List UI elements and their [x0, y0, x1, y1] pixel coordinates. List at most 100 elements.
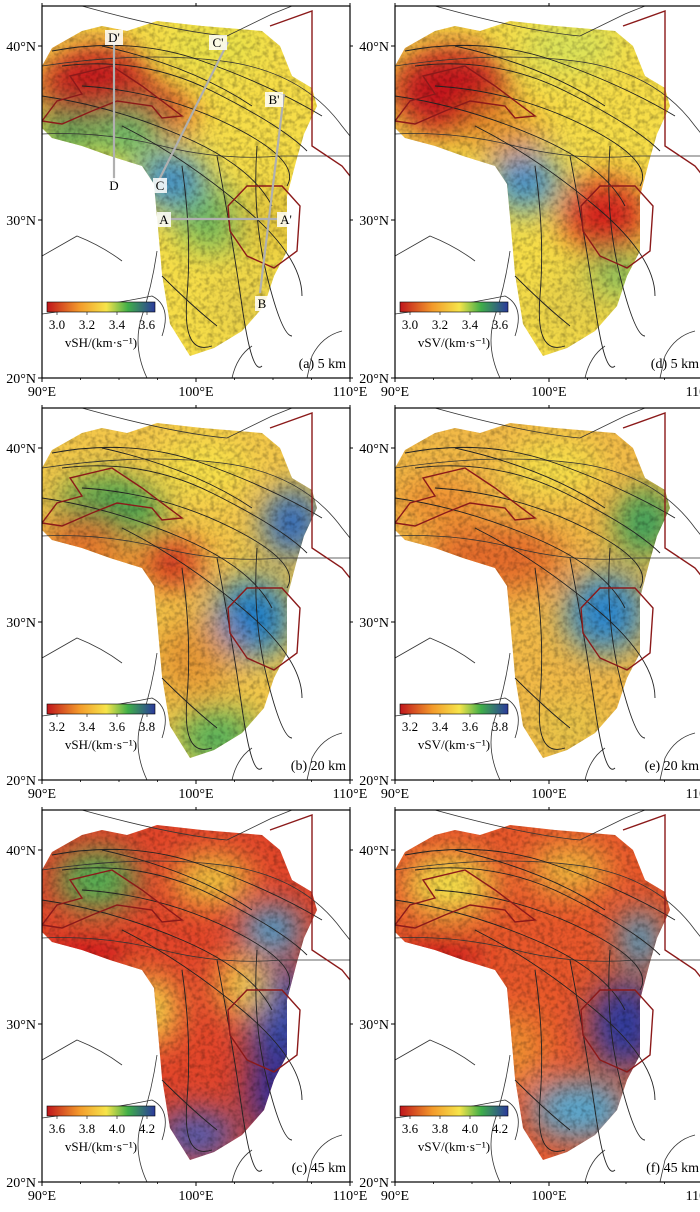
colorbar-tick: 4.2 [492, 1121, 508, 1136]
lat-tick-label: 40°N [359, 442, 389, 457]
fault-line [61, 465, 308, 554]
fault-line [434, 85, 644, 187]
border-line [395, 133, 700, 158]
panel-label: (a) 5 km [299, 357, 347, 372]
border-line [659, 1134, 696, 1182]
lat-tick-label: 20°N [6, 1176, 36, 1191]
colorbar-label: vSH/(km·s⁻¹) [65, 737, 137, 752]
fault-line [395, 899, 626, 1011]
colorbar-tick: 3.4 [462, 317, 479, 332]
profile-end-label: A' [280, 212, 292, 227]
block-boundary [395, 467, 537, 527]
fault-line [121, 527, 303, 699]
profile-end-label: D' [108, 30, 120, 45]
lat-tick-label: 40°N [6, 442, 36, 457]
border-line [490, 1054, 511, 1182]
lon-tick-label: 100°E [178, 1189, 213, 1204]
fault-line [534, 165, 566, 348]
colorbar-tick: 3.8 [492, 719, 508, 734]
fault-line [608, 145, 646, 337]
border-line [306, 732, 343, 780]
fault-line [474, 929, 656, 1101]
border-line [137, 1054, 158, 1182]
fault-line [181, 165, 213, 348]
fault-line [81, 85, 291, 187]
fault-line [514, 275, 571, 327]
colorbar-tick: 3.6 [139, 317, 156, 332]
lat-tick-label: 40°N [6, 844, 36, 859]
border-line [231, 1149, 253, 1182]
fault-line [404, 848, 676, 921]
fault-line [121, 929, 303, 1101]
colorbar-tick: 3.6 [462, 719, 479, 734]
lat-tick-label: 30°N [6, 616, 36, 631]
border-line [42, 637, 123, 664]
lon-tick-label: 110°E [686, 1189, 700, 1204]
lon-tick-label: 90°E [28, 787, 56, 802]
border-line [42, 56, 350, 137]
fault-line [161, 1079, 218, 1131]
border-line [659, 330, 696, 378]
block-boundary [622, 814, 700, 978]
fault-line [474, 125, 656, 297]
border-line [306, 1134, 343, 1182]
panel-label: (e) 20 km [645, 759, 700, 774]
colorbar-label: vSH/(km·s⁻¹) [65, 1139, 137, 1154]
border-line [584, 747, 606, 780]
lat-tick-label: 40°N [359, 40, 389, 55]
border-line [42, 860, 350, 941]
fault-line [101, 849, 253, 911]
fault-line [454, 849, 606, 911]
fault-line [514, 1079, 571, 1131]
lat-tick-label: 30°N [359, 616, 389, 631]
fault-line [414, 867, 661, 956]
border-line [584, 345, 606, 378]
fault-line [81, 487, 291, 589]
border-line [231, 747, 253, 780]
colorbar-tick: 3.2 [432, 317, 448, 332]
lon-tick-label: 110°E [333, 385, 368, 400]
border-line [490, 250, 511, 378]
border-line [42, 535, 350, 560]
block-boundary [269, 10, 350, 177]
fault-line [42, 497, 273, 609]
colorbar-label: vSV/(km·s⁻¹) [418, 1139, 490, 1154]
fault-line [51, 446, 323, 519]
colorbar-tick: 3.0 [49, 317, 65, 332]
panel-label: (c) 45 km [292, 1161, 347, 1176]
lon-tick-label: 90°E [381, 385, 409, 400]
colorbar-tick: 3.6 [109, 719, 126, 734]
fault-line [181, 969, 213, 1152]
colorbar-tick: 3.2 [49, 719, 65, 734]
colorbar-tick: 4.0 [462, 1121, 478, 1136]
fault-line [534, 969, 566, 1152]
colorbar-label: vSV/(km·s⁻¹) [418, 335, 490, 350]
fault-line [255, 949, 293, 1141]
border-line [42, 235, 123, 262]
border-line [395, 937, 700, 962]
fault-line [514, 677, 571, 729]
profile-end-label: C' [212, 35, 223, 50]
lon-tick-label: 90°E [28, 1189, 56, 1204]
block-boundary [227, 989, 301, 1073]
profile-lines: A A' B B' C C' D D' [105, 30, 295, 311]
colorbar-tick: 3.4 [79, 719, 96, 734]
profile-start-label: B [258, 296, 267, 311]
border-line [231, 345, 253, 378]
lat-tick-label: 30°N [6, 214, 36, 229]
border-line [584, 1149, 606, 1182]
lat-tick-label: 30°N [359, 1018, 389, 1033]
lat-tick-label: 40°N [6, 40, 36, 55]
border-line [395, 637, 476, 664]
lon-tick-label: 100°E [531, 385, 566, 400]
block-boundary [622, 10, 700, 174]
block-boundary [42, 467, 184, 527]
